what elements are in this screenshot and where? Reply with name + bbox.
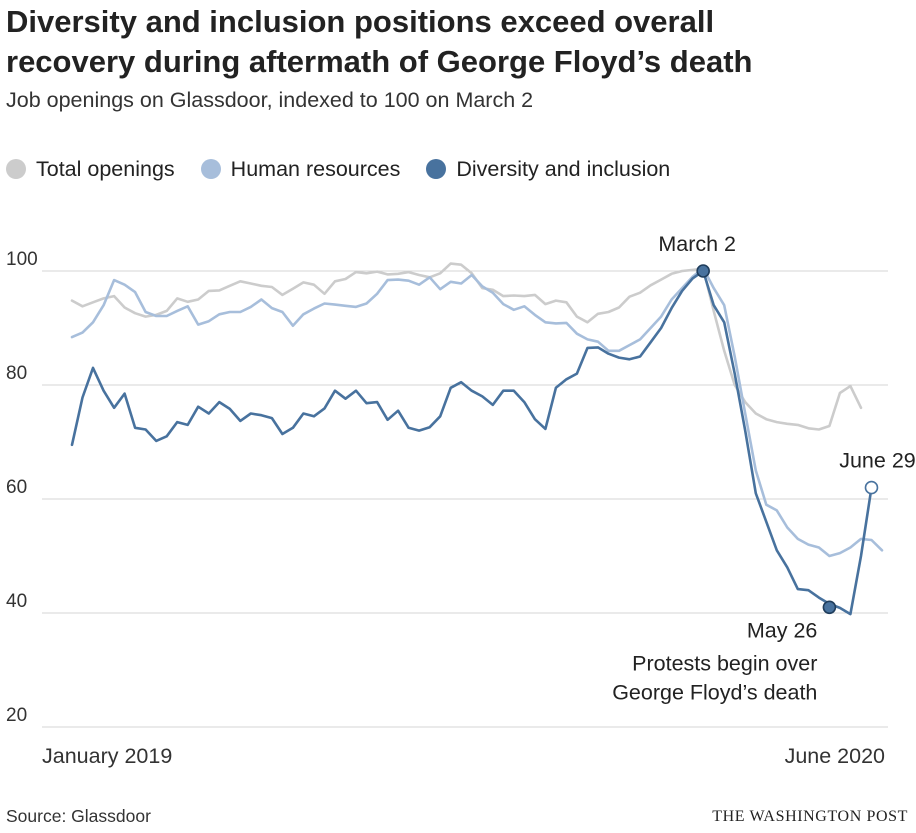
source-note: Source: Glassdoor bbox=[6, 806, 151, 826]
series-line-human-resources bbox=[70, 266, 884, 558]
legend-item-diversity-and-inclusion: Diversity and inclusion bbox=[426, 157, 670, 182]
chart-title: Diversity and inclusion positions exceed… bbox=[6, 2, 911, 82]
legend-item-human-resources: Human resources bbox=[200, 156, 401, 182]
annotation-marker-march-2 bbox=[696, 264, 710, 278]
chart-subtitle: Job openings on Glassdoor, indexed to 10… bbox=[6, 88, 534, 112]
legend-swatch-diversity-and-inclusion bbox=[426, 159, 447, 179]
annotation-note-line-1: Protests begin over bbox=[632, 651, 817, 675]
chart-title-line-2: recovery during aftermath of George Floy… bbox=[6, 44, 753, 79]
annotations: March 2 May 26 Protests begin over George F… bbox=[612, 232, 916, 704]
series-lines bbox=[70, 262, 884, 616]
annotation-label-march-2: March 2 bbox=[658, 232, 736, 256]
legend-label-diversity-and-inclusion: Diversity and inclusion bbox=[456, 156, 671, 181]
line-chart: 20 40 60 80 100 March 2 May 26 Protests begin … bbox=[6, 232, 916, 768]
legend-item-total-openings: Total openings bbox=[6, 157, 175, 182]
y-tick-label-20: 20 bbox=[6, 705, 27, 726]
annotation-label-june-29: June 29 bbox=[839, 449, 916, 473]
annotation-label-may-26: May 26 bbox=[747, 618, 818, 642]
annotation-marker-may-26 bbox=[822, 600, 837, 615]
chart-title-line-1: Diversity and inclusion positions exceed… bbox=[6, 4, 715, 39]
x-tick-label-end: June 2020 bbox=[785, 744, 885, 768]
series-line-total-openings bbox=[70, 262, 863, 431]
series-line-diversity-and-inclusion bbox=[70, 269, 873, 616]
y-tick-label-60: 60 bbox=[6, 477, 27, 498]
legend-label-total-openings: Total openings bbox=[36, 156, 175, 181]
annotation-marker-june-29 bbox=[864, 480, 879, 495]
legend: Total openings Human resources Diversity… bbox=[6, 154, 670, 184]
y-tick-label-80: 80 bbox=[6, 363, 27, 384]
legend-swatch-total-openings bbox=[6, 159, 26, 179]
y-tick-label-40: 40 bbox=[6, 591, 27, 612]
legend-label-human-resources: Human resources bbox=[230, 156, 401, 181]
y-tick-label-100: 100 bbox=[6, 249, 38, 270]
x-tick-label-start: January 2019 bbox=[42, 744, 172, 768]
legend-swatch-human-resources bbox=[200, 159, 221, 179]
y-axis-ticks: 20 40 60 80 100 bbox=[6, 249, 38, 726]
annotation-note-line-2: George Floyd’s death bbox=[612, 680, 817, 704]
publisher-logo: THE WASHINGTON POST bbox=[712, 808, 908, 825]
